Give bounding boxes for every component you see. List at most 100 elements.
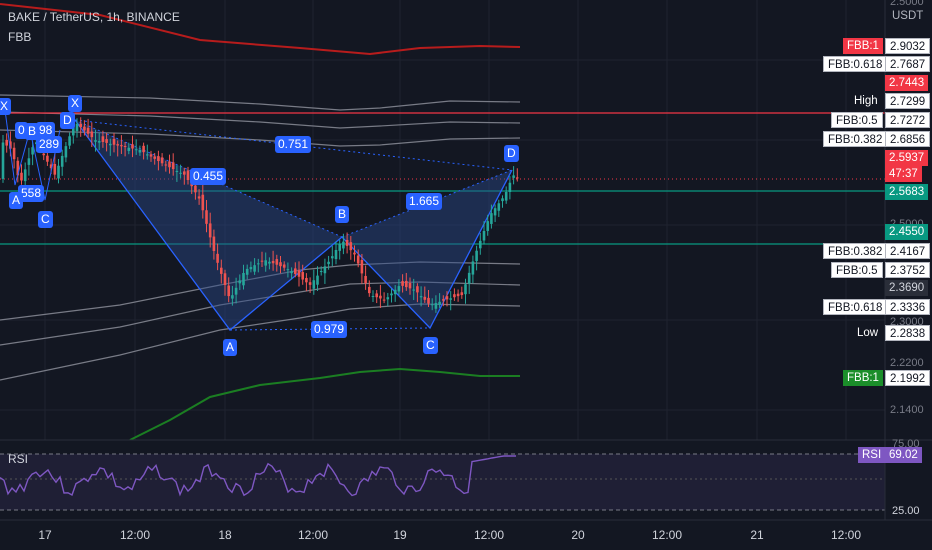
candle-body — [260, 260, 264, 262]
candle-body — [338, 243, 341, 251]
old-label-289: 289 — [36, 136, 63, 153]
candle-body — [64, 146, 68, 158]
candle-body — [334, 250, 338, 260]
candle-body — [371, 296, 375, 298]
pattern-point-c[interactable]: C — [423, 337, 438, 354]
candle-body — [27, 158, 31, 165]
time-label: 12:00 — [830, 528, 862, 542]
old-point-c: C — [38, 211, 53, 228]
fbb0618-upper-name: FBB:0.618 — [823, 56, 888, 72]
rsi-pane — [0, 440, 885, 520]
candle-body — [1, 142, 5, 179]
low-value: 2.2838 — [885, 325, 931, 341]
candle-body — [223, 273, 227, 285]
candle-body — [238, 280, 242, 284]
candle-body — [345, 239, 349, 246]
time-label: 12:00 — [651, 528, 683, 542]
candle-body — [75, 123, 79, 132]
candle-body — [427, 297, 430, 304]
candle-body — [109, 143, 112, 146]
candle-body — [275, 259, 279, 265]
candle-body — [153, 156, 156, 159]
candle-body — [131, 144, 134, 149]
ratio-ac[interactable]: 0.979 — [311, 321, 348, 338]
candle-body — [90, 131, 94, 138]
ratio-ab[interactable]: 0.455 — [190, 168, 227, 185]
candle-body — [393, 289, 397, 295]
candle-body — [160, 157, 164, 164]
candle-body — [445, 296, 449, 300]
currency-label[interactable]: USDT — [888, 8, 928, 24]
old-label-98: 98 — [36, 122, 56, 139]
candle-body — [356, 255, 360, 264]
candle-body — [279, 262, 282, 267]
candle-body — [438, 301, 441, 305]
symbol-title[interactable]: BAKE / TetherUS, 1h, BINANCE — [8, 10, 180, 24]
candle-body — [186, 170, 190, 180]
candle-body — [123, 145, 127, 148]
candle-body — [231, 295, 234, 299]
candle-body — [375, 293, 378, 298]
candle-body — [9, 141, 12, 149]
candle-body — [253, 265, 256, 272]
candle-body — [464, 284, 467, 295]
old-label-558: 558 — [18, 185, 45, 202]
price-tick: 2.1400 — [890, 404, 924, 416]
indicator-name[interactable]: FBB — [8, 30, 32, 44]
candle-body — [134, 149, 138, 151]
candle-body — [97, 141, 101, 143]
candle-body — [49, 164, 53, 169]
candle-body — [142, 145, 145, 153]
candle-body — [294, 268, 297, 274]
candle-body — [456, 293, 460, 297]
fbb0618-lower-value: 2.3336 — [885, 299, 931, 315]
candle-body — [423, 296, 427, 300]
pattern-point-d[interactable]: D — [504, 145, 519, 162]
candle-body — [471, 261, 475, 275]
candle-body — [94, 140, 97, 142]
pattern-point-b[interactable]: B — [335, 206, 350, 223]
candle-body — [508, 182, 512, 192]
candle-body — [175, 170, 179, 172]
candle-body — [208, 223, 212, 238]
candle-body — [482, 231, 486, 241]
candle-body — [72, 126, 75, 136]
candle-body — [342, 241, 345, 249]
ratio-xb-xd[interactable]: 0.751 — [275, 136, 312, 153]
level-red-value: 2.7443 — [885, 75, 929, 91]
pattern-point-x[interactable]: X — [68, 95, 83, 112]
ratio-bd[interactable]: 1.665 — [406, 193, 443, 210]
candle-body — [497, 203, 501, 211]
candle-body — [257, 263, 260, 265]
candle-body — [493, 208, 497, 216]
time-label: 20 — [571, 528, 585, 542]
candle-body — [386, 297, 390, 300]
candle-body — [86, 127, 90, 134]
candle-body — [416, 286, 419, 293]
harmonic-pattern[interactable] — [74, 119, 513, 331]
candle-body — [83, 126, 86, 131]
candle-body — [42, 153, 45, 156]
high-value: 2.7299 — [885, 93, 931, 109]
candle-body — [297, 270, 301, 277]
candle-body — [105, 139, 108, 143]
candle-body — [264, 260, 267, 266]
rsi-value: 69.02 — [885, 447, 922, 463]
fbb0382-upper-value: 2.6856 — [885, 131, 931, 147]
candle-body — [53, 163, 57, 175]
candle-body — [360, 259, 364, 274]
candle-body — [271, 260, 275, 264]
candle-body — [282, 264, 286, 268]
candle-body — [68, 136, 71, 146]
candle-body — [312, 280, 316, 289]
candle-body — [57, 165, 60, 179]
candle-body — [5, 139, 8, 146]
candle-body — [245, 268, 249, 275]
time-label: 12:00 — [297, 528, 329, 542]
candle-body — [442, 299, 445, 301]
old-point-x: X — [0, 98, 12, 115]
rsi-title[interactable]: RSI — [8, 452, 29, 466]
time-label: 12:00 — [119, 528, 151, 542]
pattern-point-a[interactable]: A — [223, 339, 238, 356]
